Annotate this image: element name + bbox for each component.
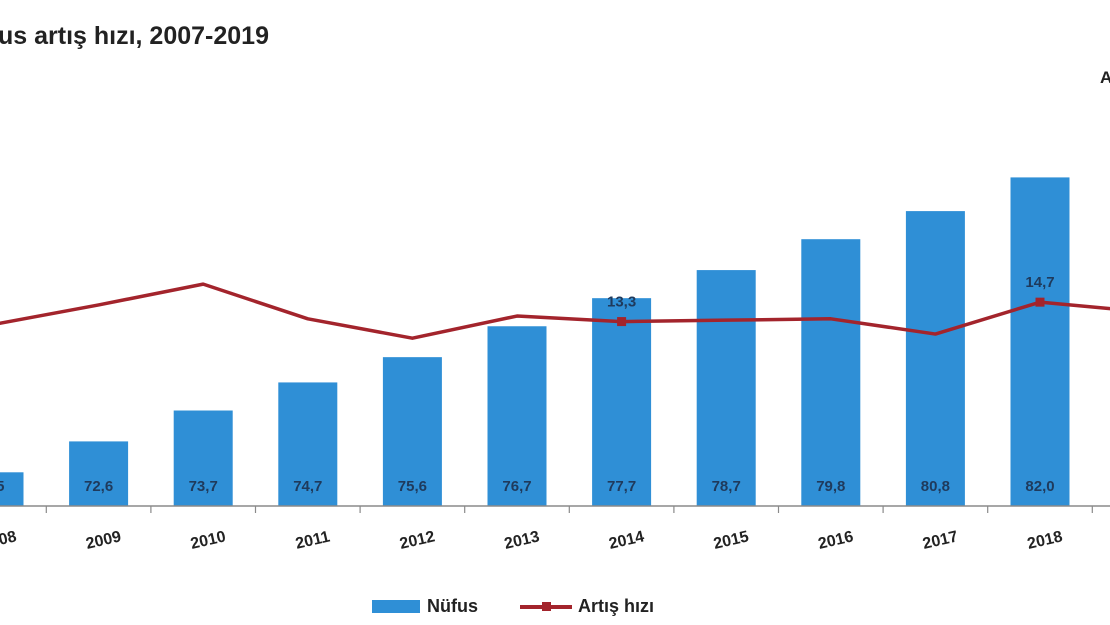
legend-item-growth: Artış hızı [520, 596, 654, 617]
legend-item-population: Nüfus [372, 596, 478, 617]
legend: Nüfus Artış hızı [372, 596, 696, 617]
bar-2009 [69, 441, 129, 506]
bar-label-2017: 80,8 [921, 478, 950, 495]
bar-2016 [801, 239, 861, 507]
x-tick-label-2016: 2016 [817, 528, 856, 553]
bar-2011 [278, 382, 338, 506]
bar-2017 [905, 211, 965, 506]
bar-label-2013: 76,7 [502, 478, 531, 495]
growth-label-2014: 13,3 [607, 294, 636, 311]
growth-rate-line [0, 282, 1110, 340]
bar-label-2012: 75,6 [398, 478, 427, 495]
legend-label-population: Nüfus [427, 596, 478, 616]
x-tick-label-2013: 2013 [503, 528, 542, 553]
legend-swatch-growth [520, 601, 572, 611]
bar-2015 [696, 270, 756, 506]
bar-label-2016: 79,8 [816, 478, 845, 495]
x-tick-label-2017: 2017 [921, 528, 960, 553]
bar-label-2015: 78,7 [712, 478, 741, 495]
chart-plot: 1,5 72,6 73,7 74,7 75,6 76,7 77,7 78,7 79,8 80,8 8… [0, 177, 1110, 553]
x-tick-label-2018: 2018 [1026, 528, 1065, 553]
bar-2014 [592, 298, 652, 506]
growth-point-2014 [617, 317, 627, 327]
bar-2018 [1010, 177, 1070, 507]
legend-marker-growth [542, 601, 551, 611]
bar-2013 [487, 326, 547, 506]
x-tick-label-2012: 2012 [398, 528, 437, 553]
bar-2012 [382, 357, 442, 506]
bar-label-2010: 73,7 [189, 478, 218, 495]
x-tick-label-2015: 2015 [712, 528, 751, 553]
x-tick-label-2008: 2008 [0, 528, 18, 553]
x-tick-label-2010: 2010 [189, 528, 228, 553]
bar-2008 [0, 472, 24, 506]
cut-off-unit-label: A [1100, 68, 1110, 87]
bar-label-2014: 77,7 [607, 478, 636, 495]
bar-2010 [173, 410, 233, 506]
chart-title: us artış hızı, 2007-2019 [0, 22, 269, 50]
legend-swatch-population [372, 600, 420, 613]
x-tick-label-2011: 2011 [294, 528, 332, 552]
bar-label-2008: 1,5 [0, 478, 4, 495]
x-tick-label-2009: 2009 [84, 528, 123, 553]
bar-label-2009: 72,6 [84, 478, 113, 495]
growth-label-2018: 14,7 [1025, 274, 1054, 291]
x-tick-label-2014: 2014 [607, 528, 646, 553]
bar-label-2018: 82,0 [1025, 478, 1054, 495]
legend-label-growth: Artış hızı [578, 596, 655, 616]
growth-point-2018 [1035, 297, 1045, 307]
bar-label-2011: 74,7 [293, 478, 322, 495]
